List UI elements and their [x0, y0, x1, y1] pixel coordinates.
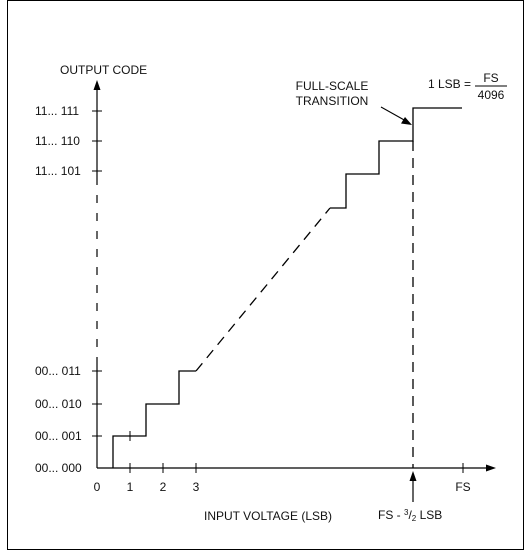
annotation-arrow-shaft — [380, 106, 407, 122]
annotation-line-2: TRANSITION — [296, 94, 369, 108]
y-code-label: 11... 111 — [35, 104, 79, 118]
y-code-label: 11... 110 — [35, 134, 80, 148]
upper-staircase — [330, 107, 462, 209]
annotation-line-1: FULL-SCALE — [296, 79, 369, 93]
x-tick-label: 3 — [193, 480, 200, 494]
y-code-label: 00... 011 — [35, 364, 81, 378]
x-tick-label: 2 — [160, 480, 167, 494]
fs-marker-label: FS - 3/2 LSB — [378, 508, 442, 523]
annotation-arrow-head — [401, 117, 412, 125]
y-code-label: 00... 001 — [35, 429, 82, 443]
x-fs-label: FS — [455, 480, 470, 494]
lower-staircase — [112, 370, 196, 468]
y-code-label: 11... 101 — [35, 164, 81, 178]
y-code-label: 00... 000 — [35, 461, 82, 475]
fs-marker-arrow-head — [409, 471, 417, 481]
x-tick-label: 1 — [127, 480, 134, 494]
dashed-ramp — [195, 207, 331, 372]
y-axis-arrow — [93, 80, 101, 90]
lsb-formula-lhs: 1 LSB = — [428, 77, 471, 91]
y-axis-title: OUTPUT CODE — [60, 63, 147, 77]
x-tick-label: 0 — [94, 480, 101, 494]
y-ticks — [92, 110, 102, 437]
x-axis-arrow — [486, 464, 496, 472]
y-code-label: 00... 010 — [35, 397, 82, 411]
x-axis-title: INPUT VOLTAGE (LSB) — [204, 509, 332, 523]
lsb-formula-numerator: FS — [483, 71, 498, 85]
lsb-formula-denominator: 4096 — [478, 88, 505, 102]
x-ticks — [129, 463, 464, 473]
